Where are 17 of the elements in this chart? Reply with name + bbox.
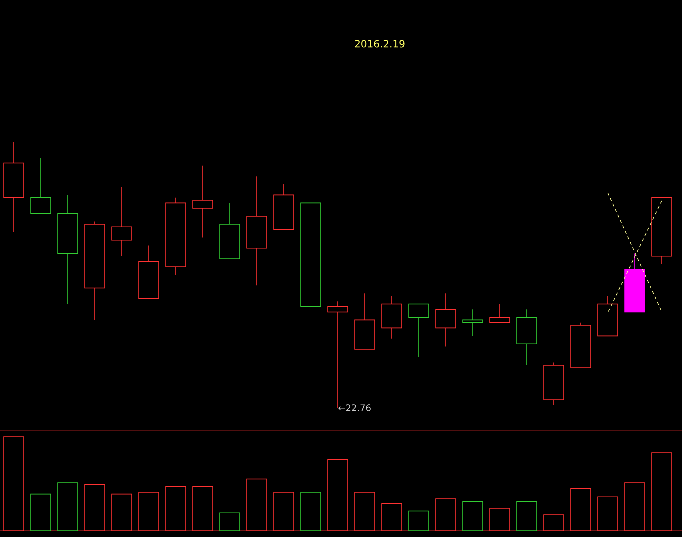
- candlestick: [382, 296, 402, 340]
- bar: [516, 501, 538, 532]
- candlestick: [490, 304, 510, 324]
- bar: [408, 510, 430, 532]
- bar: [462, 501, 484, 532]
- candlestick: [192, 166, 214, 238]
- chart-title: 2016.2.19: [355, 40, 405, 48]
- candlestick: [436, 293, 456, 348]
- candlestick: [462, 309, 484, 337]
- candlestick: [30, 158, 52, 214]
- candlestick: [408, 304, 430, 358]
- bar: [220, 512, 240, 532]
- bar: [58, 482, 78, 532]
- annotation: ←22.76: [338, 404, 371, 412]
- bar: [300, 492, 322, 532]
- candlestick: [112, 186, 132, 257]
- bar: [30, 494, 52, 532]
